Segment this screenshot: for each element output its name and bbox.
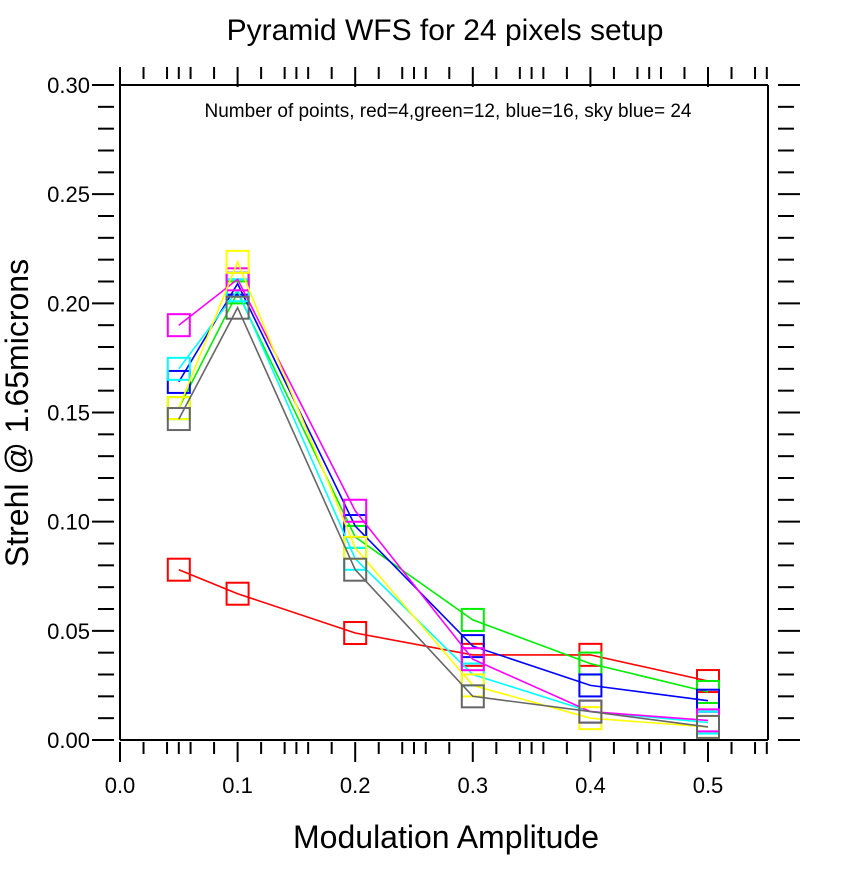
- y-tick-label: 0.10: [47, 510, 90, 535]
- data-point-marker: [166, 313, 191, 338]
- data-point-marker: [578, 699, 603, 724]
- chart-title: Pyramid WFS for 24 pixels setup: [227, 14, 664, 47]
- series-line: [178, 305, 709, 728]
- x-tick-label: 0.2: [340, 773, 371, 798]
- data-point-marker: [460, 647, 485, 672]
- y-tick-label: 0.30: [47, 73, 90, 98]
- data-point-marker: [460, 607, 485, 632]
- data-point-marker: [225, 267, 250, 292]
- data-point-marker: [578, 673, 603, 698]
- y-tick-label: 0.20: [47, 291, 90, 316]
- y-tick-label: 0.00: [47, 728, 90, 753]
- x-tick-label: 0.5: [693, 773, 724, 798]
- data-point-marker: [696, 714, 720, 739]
- series-gray: [166, 295, 720, 739]
- data-point-marker: [343, 498, 368, 523]
- y-tick-label: 0.05: [47, 619, 90, 644]
- series-layer: [166, 249, 720, 739]
- y-tick-label: 0.25: [47, 182, 90, 207]
- y-axis-label: Strehl @ 1.65microns: [0, 259, 35, 567]
- data-point-marker: [225, 581, 250, 606]
- data-point-marker: [166, 407, 191, 432]
- x-tick-label: 0.4: [575, 773, 606, 798]
- x-tick-label: 0.3: [458, 773, 489, 798]
- data-point-marker: [460, 684, 485, 709]
- data-point-marker: [225, 249, 250, 274]
- x-tick-label: 0.1: [222, 773, 253, 798]
- chart-subtitle: Number of points, red=4,green=12, blue=1…: [205, 101, 692, 122]
- y-tick-label: 0.15: [47, 401, 90, 426]
- axes: 0.00 0.05 0.10 0.15 0.20 0.25 0.30 0.0 0.1 0.2 0.3…: [47, 67, 800, 798]
- data-point-marker: [166, 557, 191, 582]
- data-point-marker: [225, 295, 250, 320]
- x-axis-label: Modulation Amplitude: [293, 819, 599, 855]
- data-point-marker: [343, 621, 368, 646]
- series-line: [178, 290, 709, 693]
- x-tick-label: 0.0: [105, 773, 136, 798]
- series-line: [178, 568, 709, 682]
- data-point-marker: [343, 557, 368, 582]
- data-point-marker: [166, 356, 191, 381]
- series-line: [178, 259, 709, 728]
